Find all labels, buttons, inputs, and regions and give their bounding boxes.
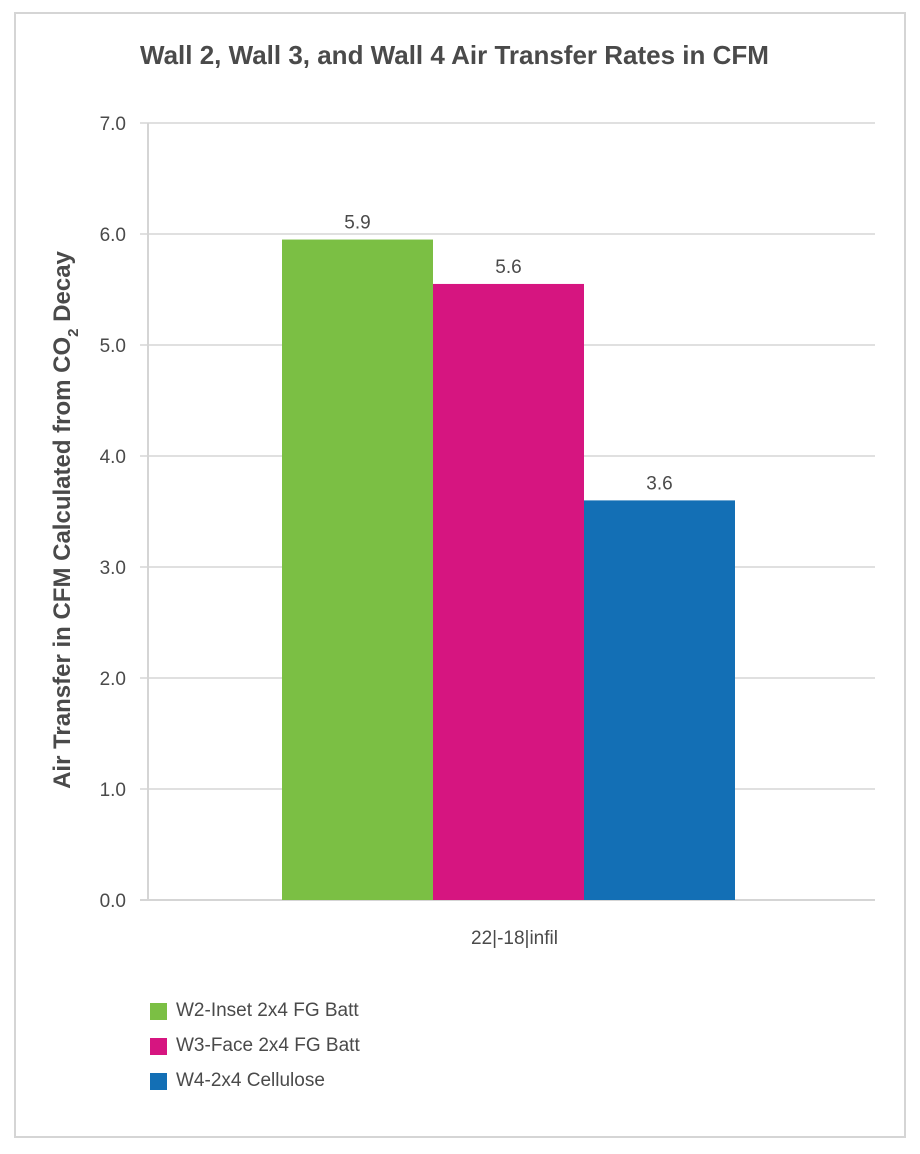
y-tick-label: 7.0 bbox=[100, 114, 126, 135]
legend-swatch bbox=[150, 1002, 167, 1020]
legend-label: W4-2x4 Cellulose bbox=[176, 1070, 325, 1091]
legend-label: W2-Inset 2x4 FG Batt bbox=[176, 1000, 359, 1021]
legend-label: W3-Face 2x4 FG Batt bbox=[176, 1035, 360, 1056]
legend-swatch bbox=[150, 1072, 167, 1090]
legend-item: W2-Inset 2x4 FG Batt bbox=[150, 1000, 360, 1022]
bar bbox=[433, 283, 584, 900]
data-label: 3.6 bbox=[646, 473, 672, 494]
bar bbox=[584, 500, 735, 900]
legend-item: W4-2x4 Cellulose bbox=[150, 1070, 360, 1092]
chart-title: Wall 2, Wall 3, and Wall 4 Air Transfer … bbox=[140, 40, 769, 70]
bars bbox=[282, 239, 735, 901]
data-label: 5.6 bbox=[495, 257, 521, 278]
y-tick-label: 6.0 bbox=[100, 225, 126, 246]
data-labels: 5.9 5.6 3.6 bbox=[344, 213, 672, 495]
legend: W2-Inset 2x4 FG Batt W3-Face 2x4 FG Batt W… bbox=[150, 1000, 360, 1105]
y-tick-label: 4.0 bbox=[100, 447, 126, 468]
legend-swatch bbox=[150, 1037, 167, 1055]
y-axis-label: Air Transfer in CFM Calculated from CO2 … bbox=[49, 250, 82, 788]
y-tick-labels: 0.0 1.0 2.0 3.0 4.0 5.0 6.0 7.0 bbox=[100, 114, 126, 912]
x-category-label: 22|-18|infil bbox=[471, 928, 558, 949]
y-tick-label: 2.0 bbox=[100, 669, 126, 690]
y-tick-label: 3.0 bbox=[100, 558, 126, 579]
data-label: 5.9 bbox=[344, 213, 370, 234]
bar bbox=[282, 239, 433, 901]
y-tick-label: 5.0 bbox=[100, 336, 126, 357]
legend-item: W3-Face 2x4 FG Batt bbox=[150, 1035, 360, 1057]
y-tick-label: 0.0 bbox=[100, 891, 126, 912]
y-tick-label: 1.0 bbox=[100, 780, 126, 801]
